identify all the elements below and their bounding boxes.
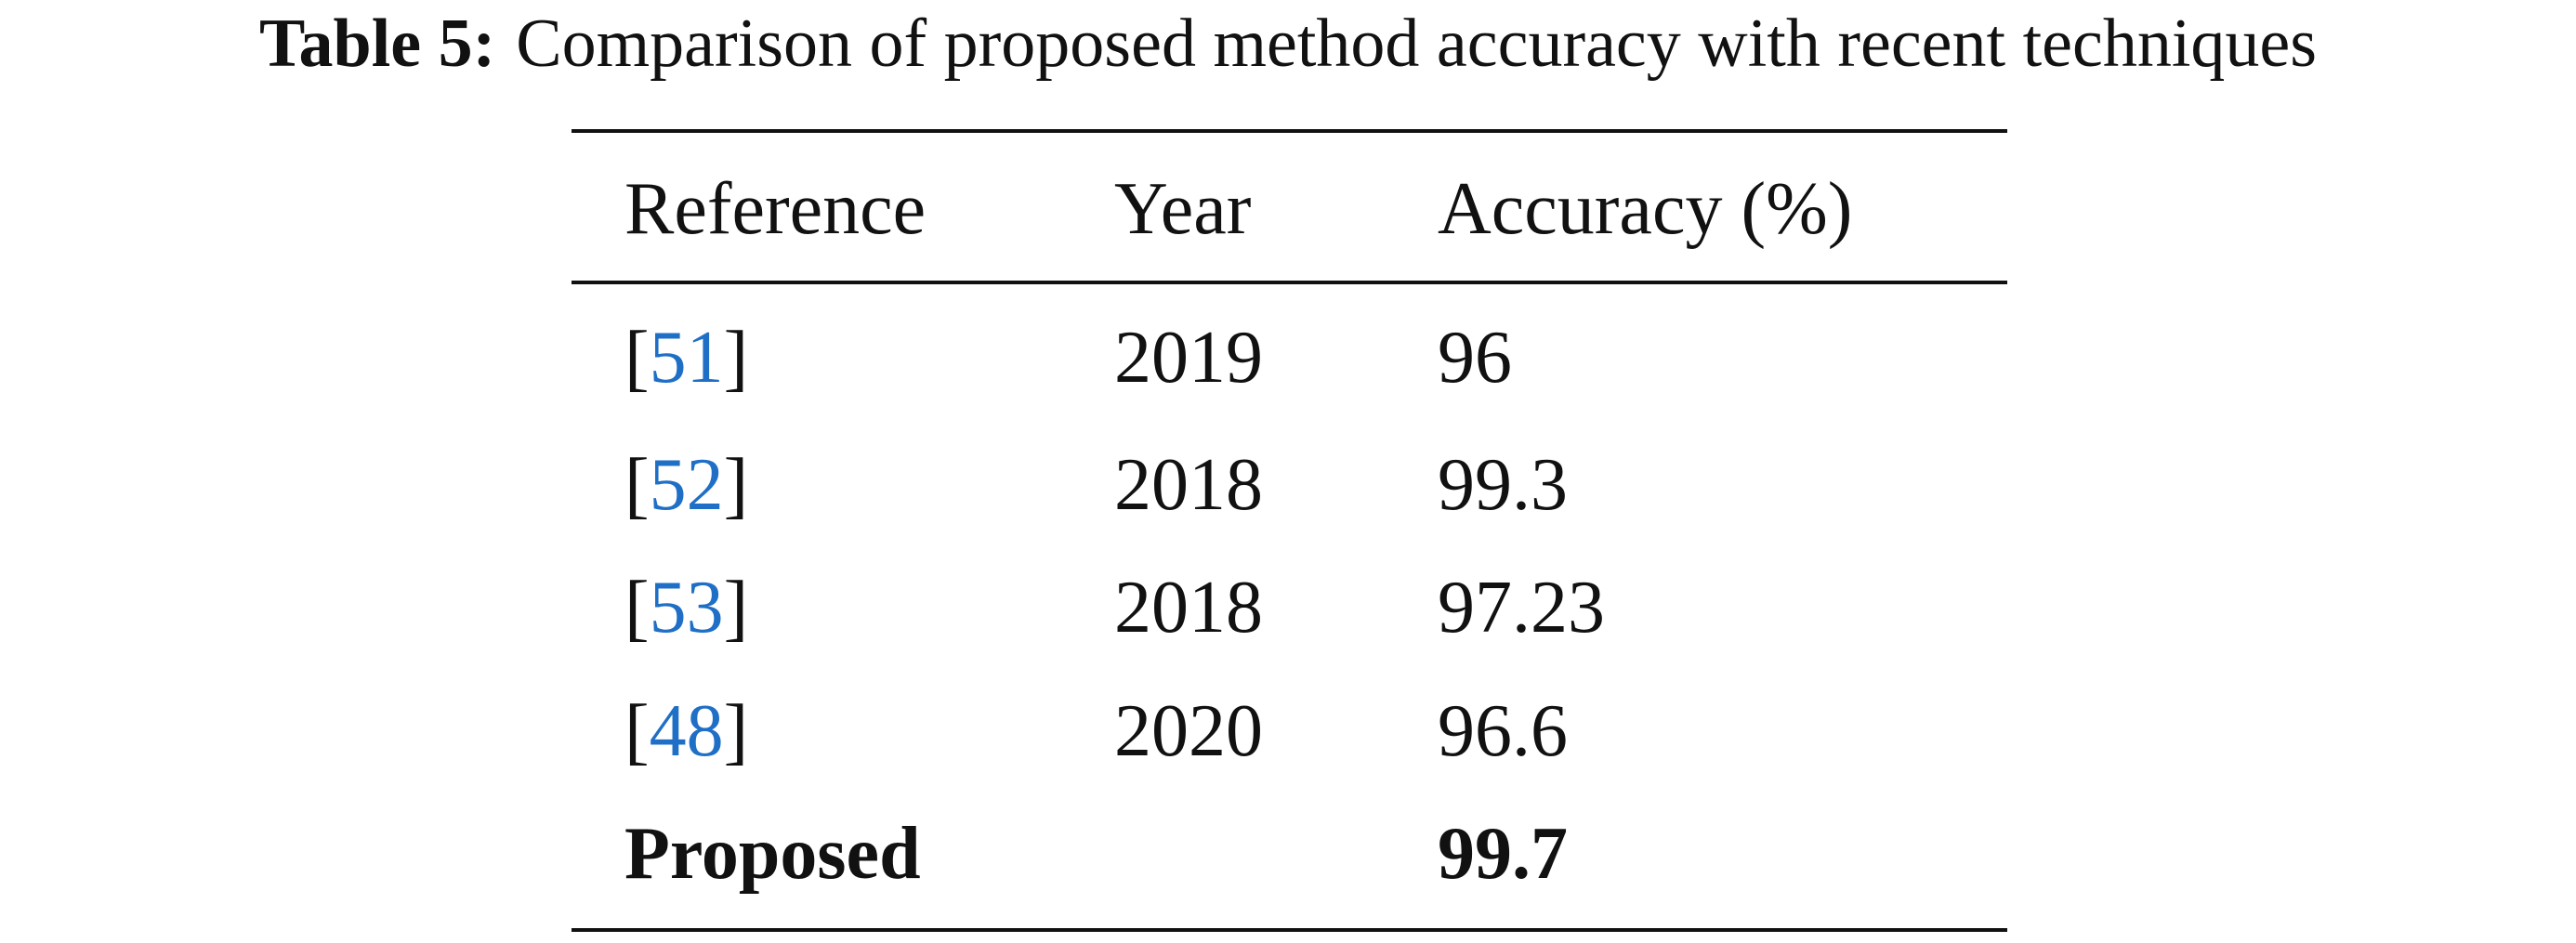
reference-text: [ <box>624 567 650 648</box>
mid-rule <box>572 281 2007 284</box>
reference-link: 53 <box>649 567 724 648</box>
reference-link: 51 <box>649 317 724 399</box>
year-cell: 2020 <box>1114 690 1263 772</box>
accuracy-cell: 96 <box>1438 317 1512 399</box>
accuracy-cell: 99.3 <box>1438 444 1568 526</box>
bottom-rule <box>572 928 2007 932</box>
reference-cell: [53] <box>624 561 748 654</box>
reference-text: [ <box>624 690 650 772</box>
accuracy-cell: 97.23 <box>1438 567 1605 648</box>
year-cell: 2018 <box>1114 444 1263 526</box>
caption: Table 5: Comparison of proposed method ac… <box>0 2 2576 85</box>
reference-cell: [52] <box>624 439 748 531</box>
reference-link: 48 <box>649 690 724 772</box>
reference-cell: [51] <box>624 311 748 404</box>
accuracy-cell: 99.7 <box>1438 813 1568 895</box>
reference-text: ] <box>723 317 749 399</box>
reference-text: ] <box>723 690 749 772</box>
reference-text: [ <box>624 317 650 399</box>
top-rule <box>572 129 2007 133</box>
reference-cell: [48] <box>624 685 748 778</box>
reference-link: 52 <box>649 444 724 526</box>
reference-cell: Proposed <box>624 807 921 900</box>
year-cell: 2018 <box>1114 567 1263 648</box>
reference-text: [ <box>624 444 650 526</box>
header-cell: Year <box>1114 168 1252 250</box>
caption-label: Table 5: <box>258 6 496 82</box>
year-cell: 2019 <box>1114 317 1263 399</box>
caption-text: Comparison of proposed method accuracy w… <box>516 6 2318 82</box>
header-cell: Accuracy (%) <box>1438 168 1853 250</box>
reference-text: ] <box>723 567 749 648</box>
reference-text: Proposed <box>624 813 921 895</box>
accuracy-cell: 96.6 <box>1438 690 1568 772</box>
header-cell: Reference <box>624 168 927 250</box>
reference-text: ] <box>723 444 749 526</box>
